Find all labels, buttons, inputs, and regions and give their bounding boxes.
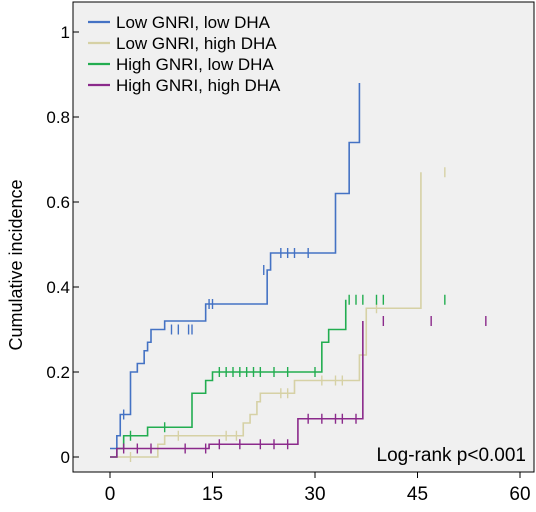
series-line-1 bbox=[110, 83, 361, 450]
series-line-4 bbox=[110, 321, 364, 458]
log-rank-annotation: Log-rank p<0.001 bbox=[377, 445, 526, 466]
y-tick-label: 0 bbox=[61, 448, 70, 467]
x-tick-label: 60 bbox=[509, 484, 530, 505]
legend-label-1: Low GNRI, low DHA bbox=[116, 13, 271, 32]
plot-area-background bbox=[72, 1, 535, 473]
y-tick-label: 0.8 bbox=[46, 108, 70, 127]
legend: Low GNRI, low DHA Low GNRI, high DHA High … bbox=[88, 13, 281, 95]
y-axis-label: Cumulative incidence bbox=[6, 179, 26, 350]
series-layer bbox=[110, 83, 487, 462]
legend-label-4: High GNRI, high DHA bbox=[116, 76, 281, 95]
legend-label-2: Low GNRI, high DHA bbox=[116, 34, 277, 53]
x-tick-label: 0 bbox=[105, 484, 116, 505]
y-tick-label: 1 bbox=[61, 23, 70, 42]
series-line-2 bbox=[110, 172, 422, 458]
y-tick-label: 0.2 bbox=[46, 363, 70, 382]
legend-label-3: High GNRI, low DHA bbox=[116, 55, 274, 74]
x-tick-label: 15 bbox=[202, 484, 223, 505]
x-tick-label: 45 bbox=[407, 484, 428, 505]
x-tick-label: 30 bbox=[304, 484, 325, 505]
axes-layer: 0 0.2 0.4 0.6 0.8 1 0 15 30 45 60 bbox=[46, 23, 530, 505]
y-tick-label: 0.4 bbox=[46, 278, 70, 297]
y-tick-label: 0.6 bbox=[46, 193, 70, 212]
